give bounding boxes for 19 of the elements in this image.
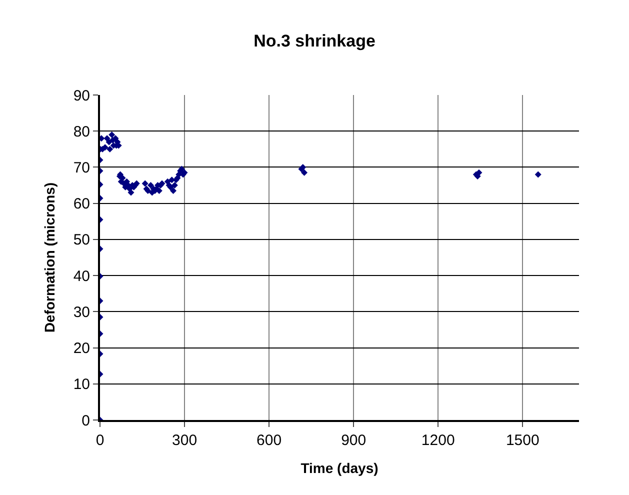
x-tick-label: 600 bbox=[256, 432, 282, 449]
y-tick-label: 40 bbox=[73, 268, 90, 285]
x-tick-label: 1500 bbox=[506, 432, 540, 449]
y-tick-label: 90 bbox=[73, 87, 90, 104]
y-tick-label: 80 bbox=[73, 123, 90, 140]
y-tick-label: 0 bbox=[82, 412, 90, 430]
y-tick-label: 30 bbox=[73, 304, 90, 321]
y-tick-label: 60 bbox=[73, 196, 90, 213]
chart-title: No.3 shrinkage bbox=[254, 32, 376, 51]
y-tick-label: 20 bbox=[73, 340, 90, 358]
x-tick-label: 300 bbox=[172, 432, 198, 449]
x-tick-label: 0 bbox=[96, 432, 104, 449]
y-tick-label: 70 bbox=[73, 159, 90, 176]
y-tick-label: 10 bbox=[73, 376, 90, 394]
y-axis-title: Deformation (microns) bbox=[41, 182, 58, 333]
y-tick-label: 50 bbox=[73, 232, 90, 249]
x-axis-title: Time (days) bbox=[300, 460, 378, 476]
x-tick-label: 1200 bbox=[421, 432, 455, 449]
x-tick-label: 900 bbox=[341, 432, 366, 449]
